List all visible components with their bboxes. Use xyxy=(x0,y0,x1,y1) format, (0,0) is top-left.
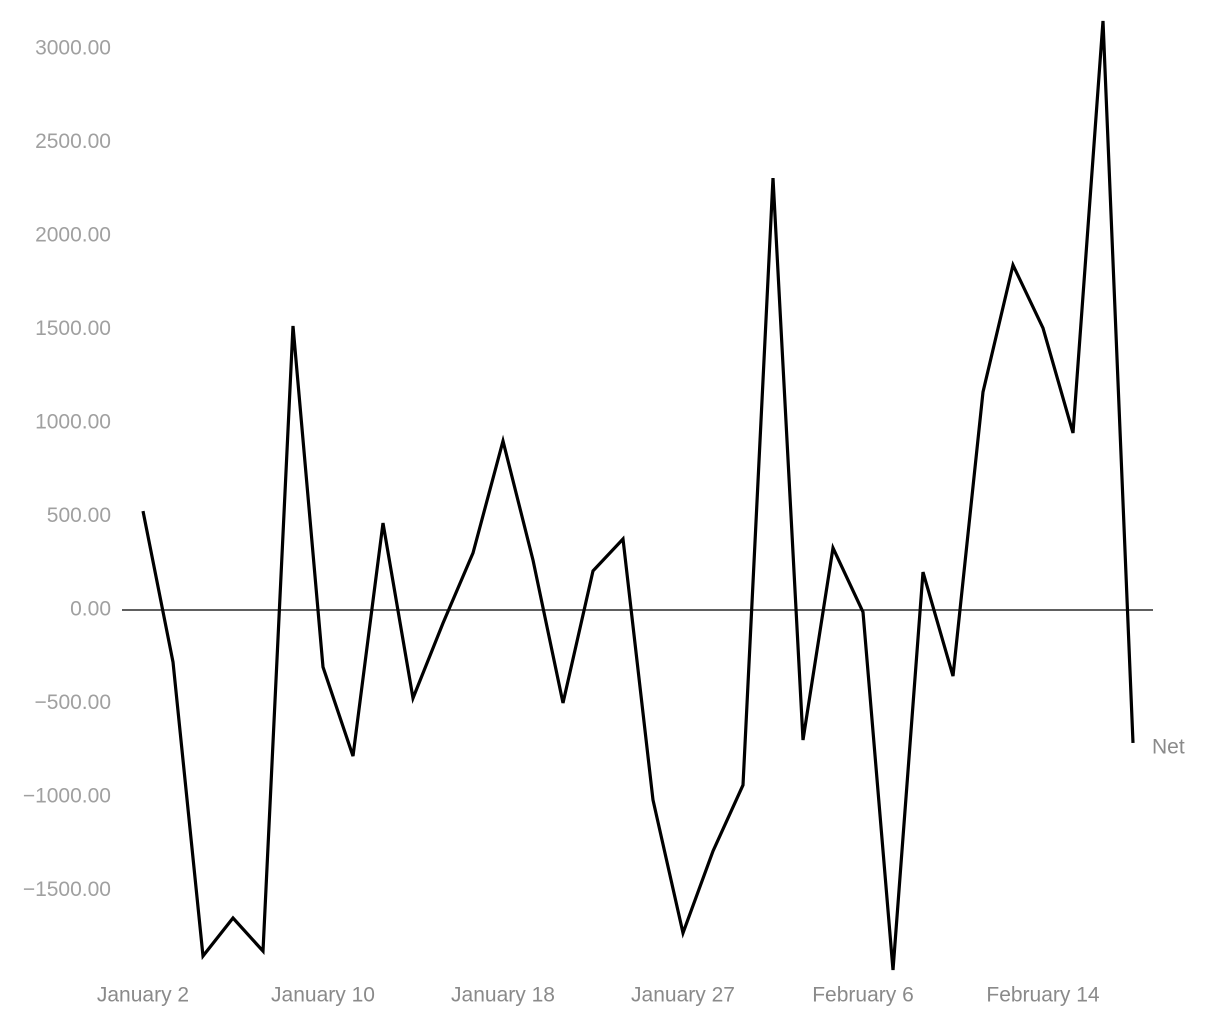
y-tick-label: 0.00 xyxy=(70,598,111,621)
x-tick-label: January 2 xyxy=(97,984,189,1007)
y-tick-label: 500.00 xyxy=(47,504,111,527)
x-tick-label: January 18 xyxy=(451,984,555,1007)
y-tick-label: 2500.00 xyxy=(35,130,111,153)
y-tick-label: −1500.00 xyxy=(23,878,111,901)
series-line xyxy=(141,20,1135,971)
x-tick-label: February 6 xyxy=(812,984,914,1007)
y-tick-label: 3000.00 xyxy=(35,37,111,60)
x-tick-label: February 14 xyxy=(986,984,1100,1007)
y-tick-label: −500.00 xyxy=(35,691,112,714)
series-label: Net xyxy=(1152,736,1185,759)
y-tick-label: 1000.00 xyxy=(35,411,111,434)
y-tick-label: −1000.00 xyxy=(23,785,111,808)
y-tick-label: 1500.00 xyxy=(35,317,111,340)
x-tick-label: January 10 xyxy=(271,984,375,1007)
x-tick-label: January 27 xyxy=(631,984,735,1007)
y-tick-label: 2000.00 xyxy=(35,224,111,247)
